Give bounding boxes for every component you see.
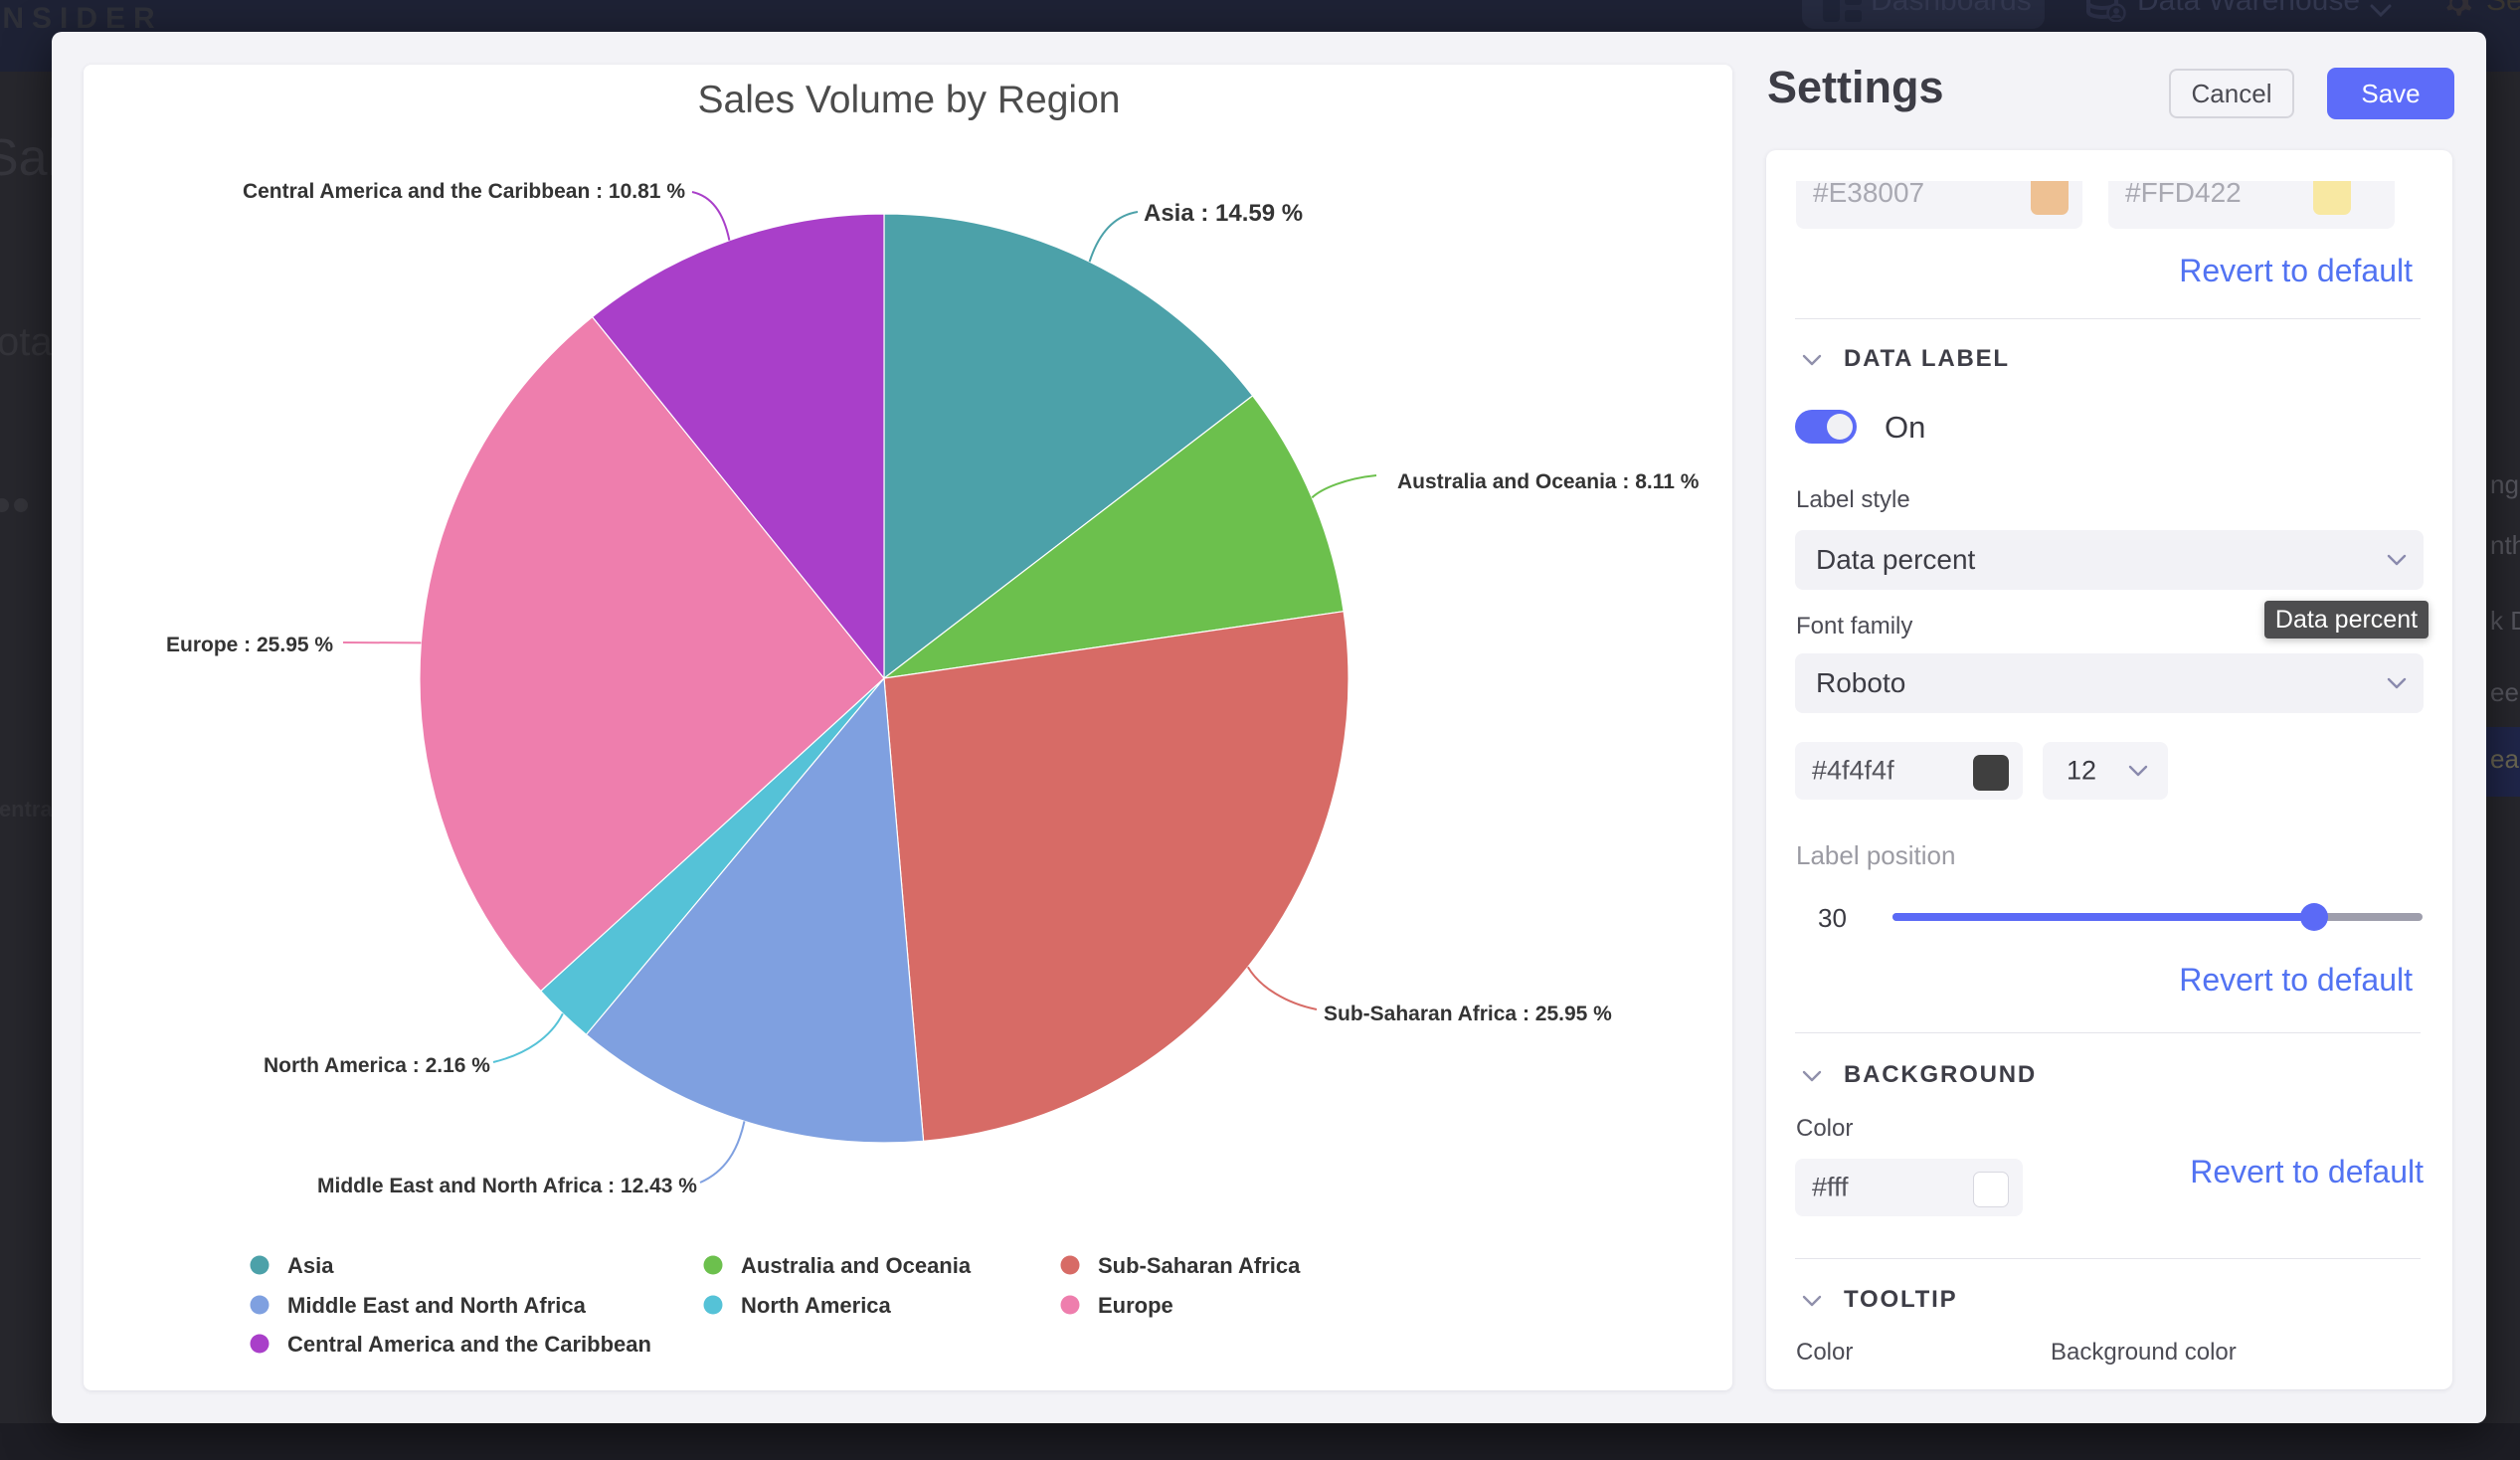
svg-text:Asia: Asia	[287, 1253, 334, 1278]
svg-text:North America : 2.16 %: North America : 2.16 %	[264, 1054, 490, 1077]
svg-text:Sub-Saharan Africa : 25.95 %: Sub-Saharan Africa : 25.95 %	[1324, 1003, 1612, 1025]
svg-text:Europe: Europe	[1098, 1293, 1173, 1318]
svg-text:North America: North America	[741, 1293, 892, 1318]
svg-text:Australia and Oceania: Australia and Oceania	[741, 1253, 972, 1278]
svg-text:Central America and the Caribb: Central America and the Caribbean : 10.8…	[243, 180, 685, 203]
svg-text:Asia : 14.59 %: Asia : 14.59 %	[1144, 200, 1303, 227]
svg-text:Sub-Saharan Africa: Sub-Saharan Africa	[1098, 1253, 1301, 1278]
svg-text:Europe : 25.95 %: Europe : 25.95 %	[166, 634, 333, 656]
svg-text:Australia and Oceania : 8.11 %: Australia and Oceania : 8.11 %	[1397, 470, 1700, 493]
svg-text:Middle East and North Africa: Middle East and North Africa	[287, 1293, 587, 1318]
svg-text:Middle East and North Africa :: Middle East and North Africa : 12.43 %	[317, 1175, 697, 1197]
svg-text:Sales Volume by Region: Sales Volume by Region	[698, 79, 1121, 121]
svg-text:Central America and the Caribb: Central America and the Caribbean	[287, 1332, 651, 1357]
